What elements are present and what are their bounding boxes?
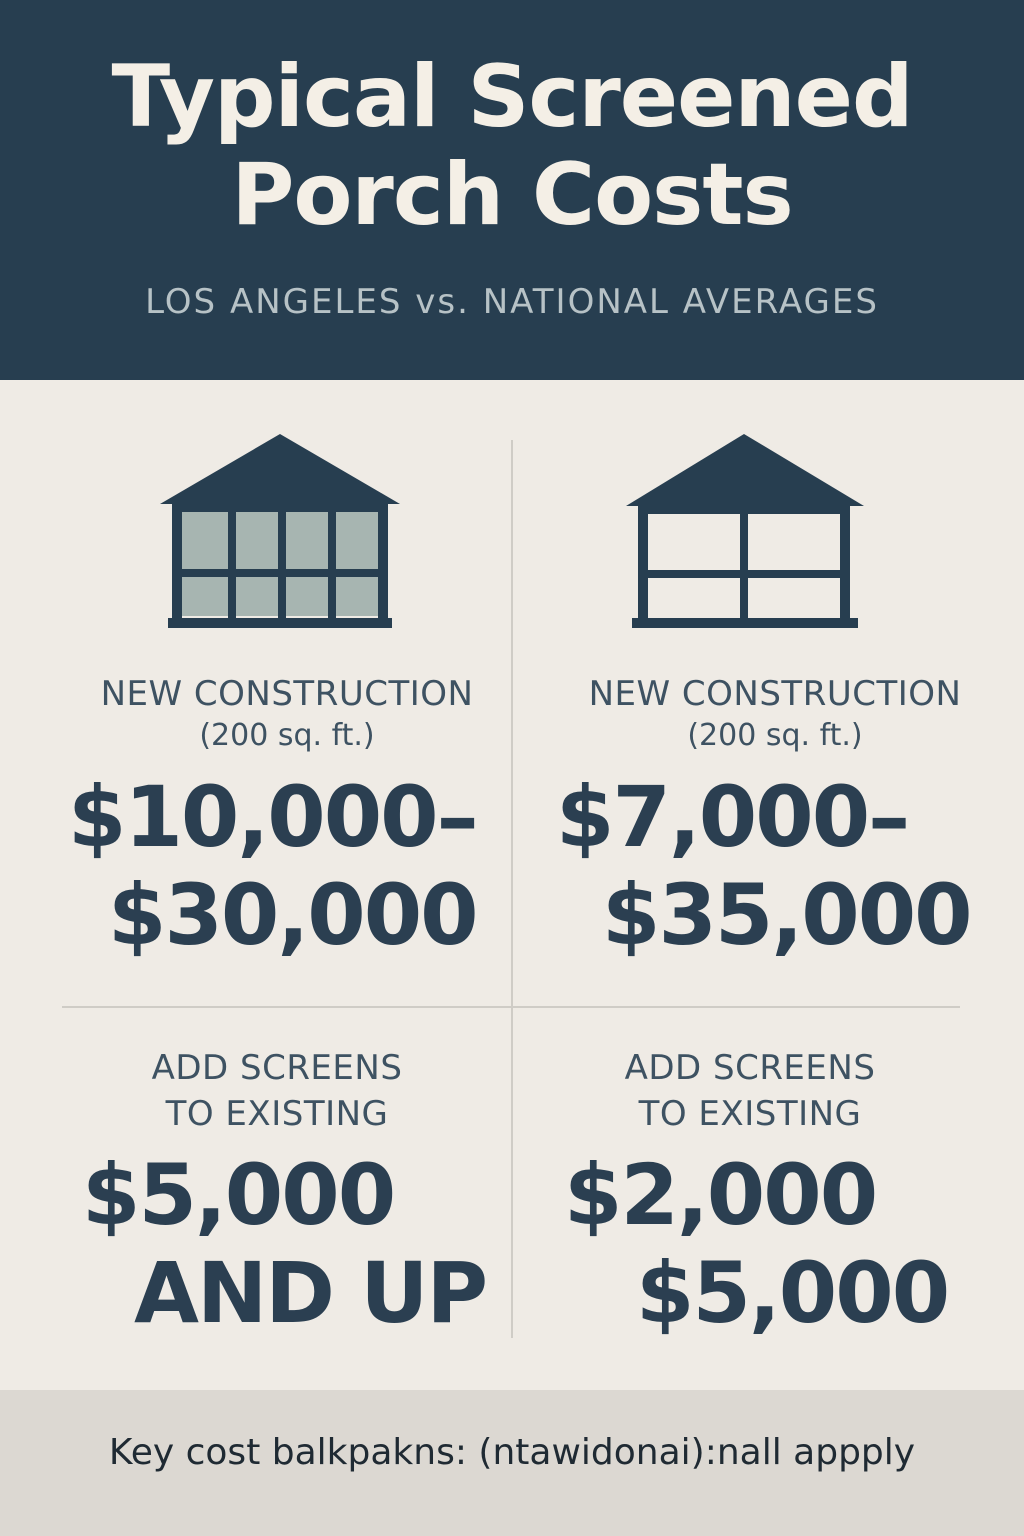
national-new-construction-label: NEW CONSTRUCTION (200 sq. ft.) [550, 674, 1000, 753]
national-new-label: NEW CONSTRUCTION [588, 674, 962, 714]
footer-bar [0, 1390, 1024, 1536]
national-add-screens-label: ADD SCREENS TO EXISTING [535, 1048, 965, 1134]
la-screens-label-1: ADD SCREENS [151, 1048, 403, 1088]
la-new-construction-label: NEW CONSTRUCTION (200 sq. ft.) [62, 674, 512, 753]
national-screens-price-line-1: $2,000 [564, 1146, 878, 1244]
vertical-divider [511, 440, 513, 1338]
national-screens-label-1: ADD SCREENS [624, 1048, 876, 1088]
la-screens-label-2: TO EXISTING [165, 1094, 389, 1134]
page-title: Typical Screened Porch Costs [0, 48, 1024, 244]
national-screens-label-2: TO EXISTING [638, 1094, 862, 1134]
la-new-price-line-2: $30,000 [108, 866, 479, 964]
title-line-2: Porch Costs [231, 145, 793, 245]
la-add-screens-label: ADD SCREENS TO EXISTING [62, 1048, 492, 1134]
la-new-sublabel: (200 sq. ft.) [199, 718, 375, 753]
screened-porch-icon [160, 434, 400, 628]
la-screens-price-line-1: $5,000 [82, 1146, 396, 1244]
horizontal-divider [62, 1006, 960, 1008]
national-new-price-line-2: $35,000 [602, 866, 973, 964]
header-banner [0, 0, 1024, 380]
national-new-price-line-1: $7,000– [556, 768, 910, 866]
la-new-label: NEW CONSTRUCTION [100, 674, 474, 714]
la-new-price-line-1: $10,000– [68, 768, 479, 866]
title-line-1: Typical Screened [111, 47, 913, 147]
national-new-sublabel: (200 sq. ft.) [687, 718, 863, 753]
page-subtitle: LOS ANGELES vs. NATIONAL AVERAGES [145, 282, 879, 322]
porch-frame-icon [626, 434, 864, 628]
footer-text: Key cost balkpakns: (ntawidonai):nall ap… [108, 1432, 916, 1473]
la-screens-price-line-2: AND UP [134, 1244, 488, 1342]
national-screens-price-line-2: $5,000 [636, 1244, 950, 1342]
